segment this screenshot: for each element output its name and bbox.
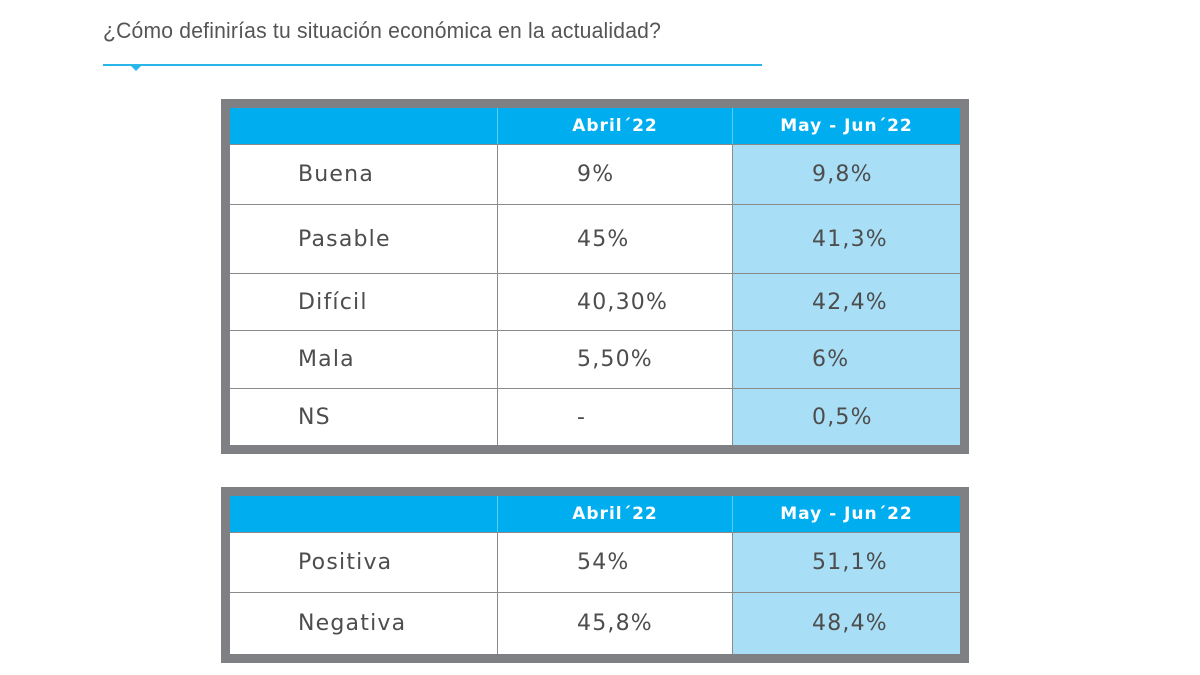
table-header: Abril´22 May - Jun´22	[230, 496, 960, 532]
row-label: Pasable	[298, 226, 391, 252]
cell-abril: 54%	[497, 533, 732, 592]
header-mayjun: May - Jun´22	[732, 496, 960, 532]
table-row: Buena 9% 9,8%	[230, 144, 960, 204]
situation-table: Abril´22 May - Jun´22 Buena 9% 9,8% Pasa…	[221, 99, 969, 454]
table-row: Negativa 45,8% 48,4%	[230, 592, 960, 654]
table-row: NS - 0,5%	[230, 388, 960, 445]
cell-mayjun: 0,5%	[732, 389, 960, 445]
cell-mayjun: 51,1%	[732, 533, 960, 592]
divider-pointer-icon	[131, 66, 141, 71]
cell-abril: 9%	[497, 145, 732, 204]
table-row: Positiva 54% 51,1%	[230, 532, 960, 592]
header-label	[230, 108, 497, 144]
cell-abril: 45,8%	[497, 593, 732, 654]
table-row: Difícil 40,30% 42,4%	[230, 273, 960, 330]
row-label: Difícil	[298, 289, 368, 315]
header-label	[230, 496, 497, 532]
page-title: ¿Cómo definirías tu situación económica …	[103, 18, 662, 43]
cell-abril: 5,50%	[497, 331, 732, 388]
table-row: Pasable 45% 41,3%	[230, 204, 960, 273]
cell-mayjun: 41,3%	[732, 205, 960, 273]
cell-abril: 40,30%	[497, 274, 732, 330]
header-mayjun: May - Jun´22	[732, 108, 960, 144]
row-label: Positiva	[298, 550, 393, 575]
row-label: Mala	[298, 347, 355, 372]
cell-mayjun: 48,4%	[732, 593, 960, 654]
row-label: Buena	[298, 162, 374, 187]
header-abril: Abril´22	[497, 108, 732, 144]
table-row: Mala 5,50% 6%	[230, 330, 960, 388]
row-label: NS	[298, 404, 331, 430]
cell-mayjun: 6%	[732, 331, 960, 388]
cell-abril: -	[497, 389, 732, 445]
cell-mayjun: 42,4%	[732, 274, 960, 330]
row-label: Negativa	[298, 611, 407, 636]
header-abril: Abril´22	[497, 496, 732, 532]
cell-abril: 45%	[497, 205, 732, 273]
title-divider	[103, 64, 762, 66]
summary-table: Abril´22 May - Jun´22 Positiva 54% 51,1%…	[221, 487, 969, 663]
table-header: Abril´22 May - Jun´22	[230, 108, 960, 144]
cell-mayjun: 9,8%	[732, 145, 960, 204]
